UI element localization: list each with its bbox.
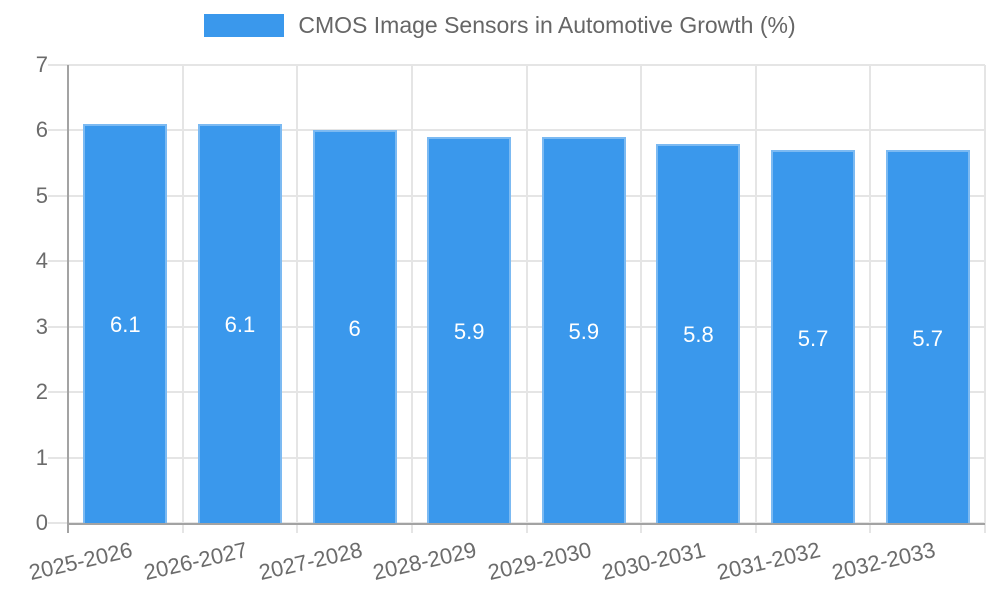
y-gridline xyxy=(48,260,985,263)
y-tick-label: 4 xyxy=(35,248,48,274)
bar[interactable]: 5.7 xyxy=(771,150,856,523)
bar-value-label: 6.1 xyxy=(224,312,256,338)
plot-area: 0 1 2 3 4 5 6 7 6.1 2025-2026 6.1 2026-2027 6 2027-20… xyxy=(27,52,986,585)
x-axis-line xyxy=(68,523,985,525)
y-gridline xyxy=(48,325,985,328)
legend-label: CMOS Image Sensors in Automotive Growth … xyxy=(298,12,796,38)
y-gridline xyxy=(48,194,985,197)
x-gridline xyxy=(984,65,986,533)
x-gridline xyxy=(640,65,643,533)
y-tick-label: 5 xyxy=(35,182,48,208)
bar[interactable]: 5.8 xyxy=(656,143,741,523)
bar-value-label: 6.1 xyxy=(110,312,141,338)
bar-value-label: 5.7 xyxy=(797,325,829,351)
bar[interactable]: 6.1 xyxy=(83,123,168,523)
x-gridline xyxy=(869,65,872,533)
x-gridline xyxy=(525,65,528,533)
x-gridline xyxy=(181,65,184,533)
bar-value-label: 5.9 xyxy=(568,318,600,344)
bar-value-label: 6 xyxy=(348,315,361,341)
bar[interactable]: 5.9 xyxy=(427,136,512,523)
x-gridline xyxy=(296,65,299,533)
y-gridline xyxy=(48,64,985,66)
bar-value-label: 5.7 xyxy=(912,325,943,351)
y-gridline xyxy=(48,129,985,132)
x-gridline xyxy=(754,65,757,533)
legend-swatch xyxy=(204,14,285,37)
legend: CMOS Image Sensors in Automotive Growth … xyxy=(0,14,1000,37)
y-tick-label: 1 xyxy=(35,444,48,470)
y-tick-label: 6 xyxy=(35,117,48,143)
y-tick-label: 0 xyxy=(35,510,48,535)
bar-value-label: 5.8 xyxy=(683,322,714,348)
y-gridline xyxy=(48,456,985,459)
bar[interactable]: 5.9 xyxy=(541,136,626,523)
x-gridline xyxy=(410,65,413,533)
y-axis-line xyxy=(67,65,69,533)
bar[interactable]: 6.1 xyxy=(197,123,282,523)
bar-value-label: 5.9 xyxy=(453,318,485,344)
y-tick-label: 7 xyxy=(35,52,48,77)
legend-item[interactable]: CMOS Image Sensors in Automotive Growth … xyxy=(204,12,796,38)
bar[interactable]: 5.7 xyxy=(885,150,970,523)
y-tick-label: 3 xyxy=(35,313,48,339)
y-tick-label: 2 xyxy=(35,379,48,405)
bar[interactable]: 6 xyxy=(312,130,397,523)
y-gridline xyxy=(48,391,985,394)
